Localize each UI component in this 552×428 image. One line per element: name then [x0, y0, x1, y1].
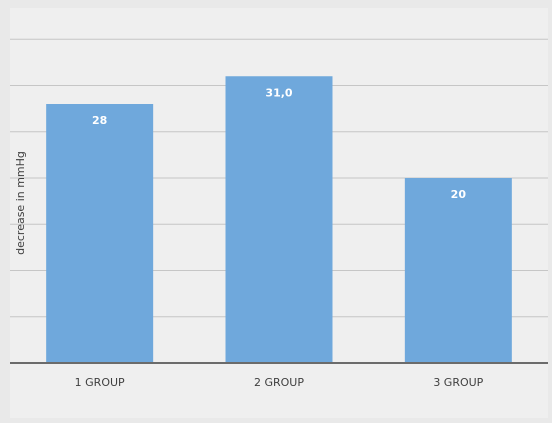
x-tick-label-3: 3 GROUP [433, 376, 483, 389]
y-axis-label: decrease in mmHg [14, 151, 27, 255]
x-tick-labels: 1 GROUP 2 GROUP 3 GROUP [75, 376, 484, 389]
x-tick-label-2: 2 GROUP [254, 376, 304, 389]
bar-3 [404, 178, 512, 363]
bar-2 [225, 76, 333, 363]
x-tick-label-1: 1 GROUP [75, 376, 125, 389]
bar-1 [46, 104, 154, 363]
data-label-3: 20 [451, 188, 467, 201]
data-label-2: 31,0 [265, 86, 292, 99]
bars: 28 31,0 20 [46, 76, 512, 363]
data-label-1: 28 [92, 114, 107, 127]
